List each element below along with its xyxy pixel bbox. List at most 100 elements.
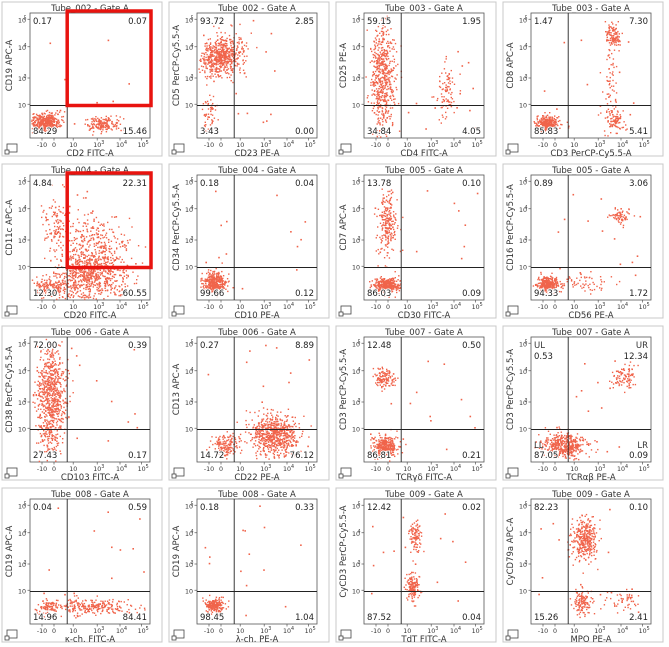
corner-box-icon — [505, 149, 511, 155]
event-dot — [111, 277, 113, 280]
event-dot — [120, 233, 123, 235]
event-dot — [377, 43, 379, 45]
event-dot — [559, 119, 561, 122]
event-dot — [384, 281, 386, 284]
event-dot — [209, 107, 212, 109]
event-dot — [42, 129, 44, 132]
event-dot — [539, 119, 541, 121]
event-dot — [64, 214, 66, 216]
event-dot — [239, 69, 241, 71]
event-dot — [373, 40, 375, 42]
quadrant-percentage: 5.41 — [629, 127, 648, 137]
event-dot — [72, 277, 74, 279]
event-dot — [225, 47, 227, 49]
event-dot — [122, 278, 124, 280]
event-dot — [217, 61, 219, 63]
event-dot — [137, 275, 139, 277]
event-dot — [54, 286, 56, 288]
x-tick-exponent: 4 — [291, 140, 294, 146]
event-dot — [39, 119, 41, 121]
event-dot — [63, 277, 65, 280]
event-dot — [75, 292, 77, 295]
event-dot — [44, 282, 46, 284]
event-dot — [110, 256, 112, 259]
event-dot — [109, 262, 111, 265]
event-dot — [211, 126, 213, 129]
event-dot — [615, 32, 618, 34]
event-dot — [93, 243, 95, 245]
event-dot — [225, 52, 227, 54]
event-dot — [389, 97, 392, 99]
event-dot — [72, 249, 74, 251]
event-dot — [217, 68, 219, 70]
event-dot — [204, 45, 206, 47]
event-dot — [213, 128, 215, 130]
event-dot — [223, 57, 225, 59]
event-dot — [87, 124, 89, 126]
event-dot — [46, 109, 49, 112]
y-tick-exponent: 5 — [357, 15, 360, 21]
y-tick-exponent: 3 — [524, 74, 527, 80]
event-dot — [620, 115, 622, 118]
x-tick-exponent: 3 — [101, 140, 104, 146]
event-dot — [217, 76, 220, 78]
event-dot — [232, 53, 234, 55]
event-dot — [385, 199, 388, 202]
event-dot — [610, 132, 612, 134]
event-dot — [113, 235, 115, 237]
event-dot — [63, 186, 65, 188]
event-dot — [34, 120, 36, 123]
event-dot — [383, 96, 386, 99]
event-dot — [48, 223, 50, 226]
event-dot — [116, 247, 118, 249]
event-dot — [106, 283, 109, 285]
event-dot — [378, 111, 381, 113]
event-dot — [204, 121, 206, 123]
event-dot — [96, 275, 98, 278]
event-dot — [615, 65, 618, 68]
event-dot — [387, 40, 389, 43]
event-dot — [230, 48, 233, 51]
event-dot — [383, 234, 385, 236]
event-dot — [617, 117, 620, 120]
event-dot — [86, 281, 88, 283]
event-dot — [99, 120, 101, 122]
event-dot — [82, 245, 84, 247]
event-dot — [445, 90, 448, 93]
event-dot — [96, 123, 98, 126]
event-dot — [122, 281, 124, 283]
event-dot — [74, 281, 76, 283]
event-dot — [607, 80, 609, 82]
event-dot — [375, 42, 377, 44]
event-dot — [245, 60, 247, 62]
event-dot — [612, 123, 615, 125]
event-dot — [372, 84, 374, 86]
event-dot — [69, 251, 71, 253]
event-dot — [105, 131, 108, 133]
event-dot — [615, 101, 617, 103]
event-dot — [222, 283, 225, 286]
event-dot — [43, 131, 45, 133]
event-dot — [220, 41, 222, 43]
event-dot — [605, 98, 607, 100]
event-dot — [381, 216, 383, 219]
event-dot — [84, 255, 87, 257]
event-dot — [92, 284, 95, 286]
event-dot — [45, 283, 48, 285]
event-dot — [106, 289, 109, 292]
event-dot — [94, 284, 96, 286]
event-dot — [373, 61, 375, 63]
event-dot — [44, 286, 46, 288]
event-dot — [205, 56, 207, 59]
event-dot — [380, 242, 382, 244]
event-dot — [69, 296, 71, 299]
event-dot — [109, 273, 111, 276]
plot-area — [196, 12, 318, 139]
y-tick-label: 10 — [18, 102, 26, 109]
event-dot — [58, 284, 60, 286]
event-dot — [129, 239, 131, 241]
event-dot — [380, 87, 382, 89]
event-dot — [91, 275, 93, 277]
event-dot — [74, 284, 77, 286]
event-dot — [387, 237, 389, 239]
